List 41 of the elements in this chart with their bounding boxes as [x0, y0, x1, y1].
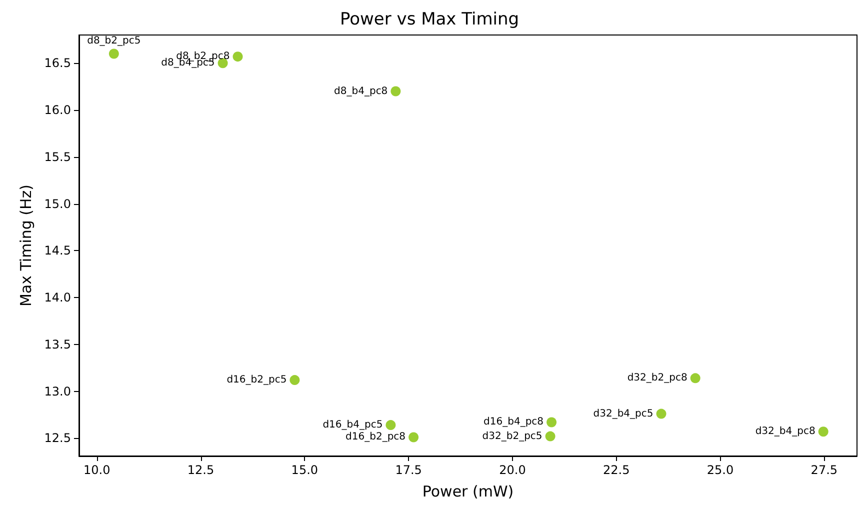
annotation: d16_b2_pc8 — [346, 432, 406, 443]
x-tick-label: 25.0 — [706, 463, 734, 477]
annotation: d16_b4_pc5 — [322, 420, 383, 431]
x-axis-title: Power (mW) — [422, 482, 514, 500]
point — [818, 426, 828, 437]
annotation: d32_b4_pc8 — [755, 426, 816, 438]
x-tick-label: 20.0 — [499, 463, 526, 477]
x-tick-label: 17.5 — [395, 463, 422, 477]
y-axis-title: Max Timing (Hz) — [16, 184, 35, 307]
x-tick-label: 10.0 — [84, 463, 110, 477]
point — [656, 408, 666, 419]
x-tick-label: 15.0 — [291, 463, 318, 477]
y-tick-label: 16.5 — [44, 56, 71, 70]
annotation: d32_b2_pc5 — [482, 430, 542, 442]
point — [108, 48, 119, 59]
point — [690, 373, 700, 384]
y-tick-label: 16.0 — [44, 103, 71, 118]
x-tick-label: 12.5 — [187, 463, 214, 477]
point — [386, 420, 396, 430]
point — [232, 52, 243, 62]
annotation: d32_b2_pc8 — [627, 372, 688, 384]
y-tick-label: 15.0 — [44, 196, 71, 211]
y-tick-label: 12.5 — [44, 431, 71, 446]
annotation: d32_b4_pc5 — [593, 408, 654, 420]
y-tick-label: 14.0 — [44, 290, 71, 305]
point — [290, 375, 300, 386]
point — [408, 432, 419, 442]
y-tick-label: 14.5 — [44, 244, 71, 258]
point — [545, 431, 556, 442]
annotation: d16_b4_pc8 — [484, 416, 544, 428]
annotation: d8_b2_pc5 — [87, 35, 141, 46]
point — [546, 417, 557, 428]
x-tick-label: 22.5 — [603, 463, 630, 477]
annotation: d8_b4_pc8 — [334, 86, 388, 97]
y-tick-label: 13.5 — [44, 337, 71, 352]
annotation: d16_b2_pc5 — [226, 374, 287, 386]
y-tick-label: 13.0 — [44, 384, 71, 398]
point — [390, 86, 401, 96]
x-tick-label: 27.5 — [810, 463, 838, 477]
chart-title: Power vs Max Timing — [340, 10, 520, 30]
y-tick-label: 15.5 — [44, 150, 71, 164]
